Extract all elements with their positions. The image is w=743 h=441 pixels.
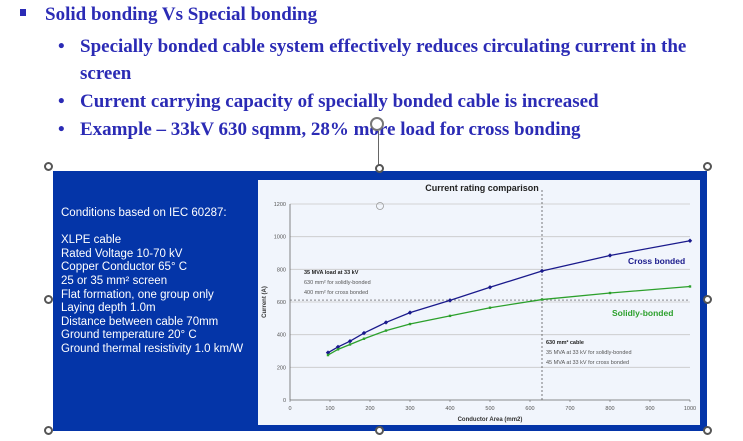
svg-text:0: 0 [288,406,291,412]
chart-axes: 0 200 400 600 800 1000 1200 0 100 200 300 400 500 600… [274,202,696,412]
svg-text:1000: 1000 [274,235,286,241]
svg-text:200: 200 [277,365,286,371]
resize-handle-top[interactable] [375,164,384,173]
svg-text:700: 700 [565,406,574,412]
rotation-connector [378,131,379,168]
chart-title: Current rating comparison [425,183,539,193]
conditions-text: Conditions based on IEC 60287: XLPE cabl… [61,207,243,357]
resize-handle-bottom[interactable] [375,426,384,435]
svg-text:800: 800 [277,267,286,273]
svg-text:0: 0 [283,398,286,404]
resize-handle-bottom-right[interactable] [703,426,712,435]
conditions-title: Conditions based on IEC 60287: [61,207,227,219]
annotation-2-line: 45 MVA at 33 kV for cross bonded [546,360,629,366]
svg-text:300: 300 [405,406,414,412]
bullet-dot-icon: • [58,36,65,57]
chart-small-handle-icon [376,202,384,210]
x-axis-label: Conductor Area (mm2) [458,417,523,423]
resize-handle-right[interactable] [703,295,712,304]
svg-text:200: 200 [365,406,374,412]
resize-handle-top-right[interactable] [703,162,712,171]
annotation-1-title: 35 MVA load at 33 kV [304,270,359,276]
annotation-1-line: 400 mm² for cross bonded [304,290,368,296]
condition-item: Flat formation, one group only [61,288,214,301]
svg-text:400: 400 [277,333,286,339]
condition-item: Ground thermal resistivity 1.0 km/W [61,342,244,355]
condition-item: XLPE cable [61,234,122,247]
condition-item: Rated Voltage 10-70 kV [61,247,183,260]
bullet-dot-icon: • [58,119,65,140]
annotation-2-line: 35 MVA at 33 kV for solidly-bonded [546,350,632,356]
svg-text:500: 500 [485,406,494,412]
square-bullet-icon [20,9,26,16]
svg-text:800: 800 [605,406,614,412]
main-bullet-text: Solid bonding Vs Special bonding [45,4,318,25]
condition-item: Copper Conductor 65° C [61,261,188,274]
svg-text:1000: 1000 [684,406,696,412]
sub-bullet-text: Example – 33kV 630 sqmm, 28% more load f… [80,119,581,140]
bullet-dot-icon: • [58,91,65,112]
condition-item: 25 or 35 mm² screen [61,274,168,287]
resize-handle-left[interactable] [44,295,53,304]
legend-cross-bonded: Cross bonded [628,256,685,266]
condition-item: Laying depth 1.0m [61,302,156,315]
y-axis-label: Current (A) [262,286,268,318]
svg-text:600: 600 [525,406,534,412]
condition-item: Ground temperature 20° C [61,329,197,342]
resize-handle-bottom-left[interactable] [44,426,53,435]
legend-solidly-bonded: Solidly-bonded [612,308,673,318]
annotation-2-title: 630 mm² cable [546,339,584,346]
resize-handle-top-left[interactable] [44,162,53,171]
sub-bullet-text: Specially bonded cable system effectivel… [80,36,687,84]
svg-text:400: 400 [445,406,454,412]
chart-area [258,180,700,425]
svg-text:1200: 1200 [274,202,286,208]
svg-text:100: 100 [325,406,334,412]
chart-grid [290,190,690,400]
condition-item: Distance between cable 70mm [61,315,219,328]
rotate-handle-icon[interactable] [370,117,384,131]
svg-text:900: 900 [645,406,654,412]
annotation-1-line: 630 mm² for solidly-bonded [304,280,371,286]
svg-text:600: 600 [277,300,286,306]
sub-bullet-text: Current carrying capacity of specially b… [80,91,599,112]
chart-series [325,238,693,357]
